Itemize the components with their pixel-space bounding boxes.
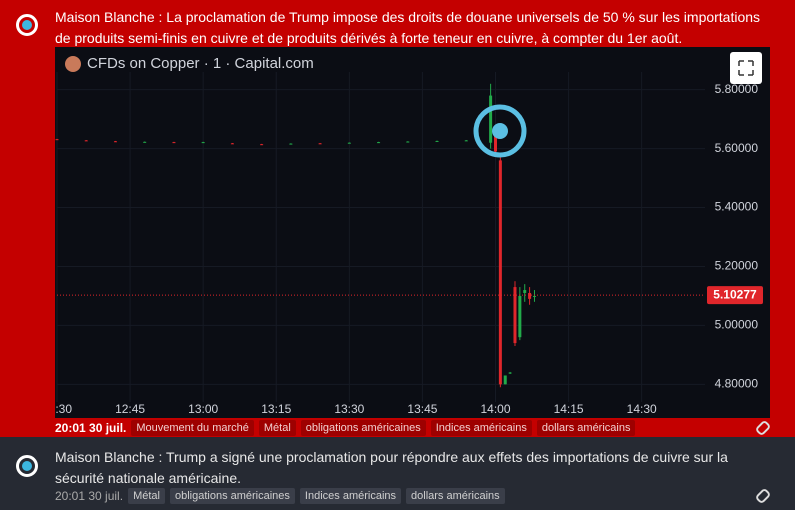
event-ring	[473, 104, 527, 158]
news-icon	[16, 455, 38, 477]
candle-body	[347, 142, 351, 144]
chart-bg	[55, 47, 770, 418]
tag-row: 20:01 30 juil. Métal obligations américai…	[55, 488, 505, 504]
chart-title: CFDs on Copper · 1 · Capital.com	[87, 55, 314, 72]
expand-icon	[738, 60, 754, 76]
y-tick-label: 5.00000	[715, 318, 759, 332]
candle-body	[318, 143, 322, 145]
candle-body	[503, 375, 507, 385]
candle-body	[55, 139, 59, 141]
timestamp: 20:01 30 juil.	[55, 489, 124, 503]
expand-button[interactable]	[730, 52, 762, 84]
news-item[interactable]: Maison Blanche : La proclamation de Trum…	[0, 0, 795, 437]
candle-body	[143, 141, 147, 143]
tag[interactable]: dollars américains	[406, 488, 505, 504]
tag-row: 20:01 30 juil. Mouvement du marché Métal o…	[55, 420, 636, 436]
x-tick-label: 12:45	[115, 402, 145, 416]
source-icon	[65, 56, 81, 72]
last-price-label: 5.10277	[713, 287, 757, 301]
candle-body	[493, 130, 497, 152]
link-icon[interactable]	[754, 419, 772, 437]
tag[interactable]: Mouvement du marché	[131, 420, 254, 436]
y-tick-label: 4.80000	[715, 376, 759, 390]
x-tick-label: 13:30	[334, 402, 364, 416]
candle-body	[201, 142, 205, 144]
tag[interactable]: Métal	[128, 488, 165, 504]
tag[interactable]: Indices américains	[430, 420, 532, 436]
tag[interactable]: Indices américains	[299, 488, 402, 504]
link-icon[interactable]	[754, 487, 772, 505]
headline: Maison Blanche : Trump a signé une procl…	[55, 449, 728, 486]
news-icon	[16, 14, 38, 36]
candle-body	[508, 372, 512, 374]
candle-body	[464, 140, 468, 142]
tag[interactable]: Métal	[258, 420, 296, 436]
candle-body	[84, 140, 88, 142]
x-tick-label: 14:00	[480, 402, 510, 416]
x-tick-label: 13:45	[407, 402, 437, 416]
candle-body	[289, 143, 293, 145]
tag[interactable]: dollars américains	[536, 420, 636, 436]
tag[interactable]: obligations américaines	[169, 488, 295, 504]
candle-body	[518, 295, 522, 338]
y-tick-label: 5.20000	[715, 259, 759, 273]
candle-body	[532, 295, 536, 297]
candle-body	[498, 160, 502, 385]
x-tick-label: 13:00	[188, 402, 218, 416]
headline: Maison Blanche : La proclamation de Trum…	[55, 9, 761, 46]
news-item[interactable]: Maison Blanche : Trump a signé une procl…	[0, 437, 795, 510]
candle-body	[513, 287, 517, 344]
y-tick-label: 5.40000	[715, 200, 759, 214]
x-tick-label: 14:15	[554, 402, 584, 416]
timestamp: 20:01 30 juil.	[55, 421, 127, 435]
event-dot	[492, 123, 508, 139]
candle-body	[406, 141, 410, 143]
candle-body	[435, 140, 439, 142]
candle-body	[489, 95, 493, 143]
candle-body	[260, 144, 264, 146]
x-tick-label: 14:30	[627, 402, 657, 416]
x-tick-label: 13:15	[261, 402, 291, 416]
tag[interactable]: obligations américaines	[300, 420, 426, 436]
candle-body	[113, 141, 117, 143]
y-tick-label: 5.80000	[715, 82, 759, 96]
candle-body	[528, 292, 532, 299]
y-tick-label: 5.60000	[715, 141, 759, 155]
x-tick-label: 12:30	[55, 402, 72, 416]
candle-body	[230, 143, 234, 145]
last-price-box	[707, 286, 763, 305]
candle-body	[377, 142, 381, 144]
candle-body	[523, 290, 527, 293]
candle-body	[172, 142, 176, 144]
chart: CFDs on Copper · 1 · Capital.com 12:30 12…	[55, 47, 770, 418]
